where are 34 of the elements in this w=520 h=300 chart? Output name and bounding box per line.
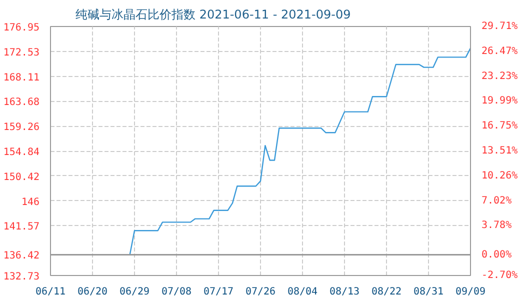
- y-tick-label: 159.26: [3, 122, 40, 134]
- y2-tick-label: 26.47%: [482, 46, 518, 57]
- y2-tick-label: 19.99%: [482, 96, 518, 107]
- x-tick-label: 08/04: [287, 286, 318, 298]
- chart-title: 纯碱与冰晶石比价指数 2021-06-11 - 2021-09-09: [76, 8, 351, 22]
- x-tick-label: 07/17: [203, 286, 234, 298]
- x-tick-label: 09/09: [455, 286, 486, 298]
- x-tick-label: 08/13: [329, 286, 360, 298]
- y-tick-label: 150.42: [3, 172, 40, 183]
- y2-tick-label: 29.71%: [482, 21, 518, 32]
- y2-tick-label: 23.23%: [482, 70, 518, 82]
- y-tick-label: 132.73: [3, 272, 40, 282]
- y2-tick-label: 7.02%: [482, 195, 512, 206]
- x-tick-label: 08/22: [371, 286, 402, 298]
- y-tick-label: 154.84: [3, 147, 40, 158]
- y2-tick-label: 10.26%: [482, 170, 518, 182]
- x-tick-label: 06/29: [119, 286, 150, 298]
- y2-tick-label: 16.75%: [482, 120, 518, 132]
- y-tick-label: 163.68: [3, 97, 40, 108]
- y2-tick-label: 0.00%: [482, 249, 512, 260]
- y-tick-label: 141.57: [3, 222, 40, 233]
- y-tick-label: 136.42: [3, 250, 40, 262]
- x-tick-label: 08/31: [413, 286, 444, 298]
- y-tick-label: 168.11: [3, 72, 40, 84]
- y-tick-label: 176.95: [3, 22, 40, 34]
- x-tick-label: 07/26: [245, 286, 276, 298]
- x-tick-label: 06/20: [77, 286, 108, 298]
- y2-tick-label: -2.70%: [482, 270, 518, 281]
- y2-tick-label: 13.51%: [482, 145, 518, 156]
- y2-tick-label: 3.78%: [482, 220, 512, 232]
- x-tick-label: 06/11: [35, 286, 66, 298]
- x-tick-label: 07/08: [161, 286, 192, 298]
- y-tick-label: 146: [21, 196, 40, 208]
- y-tick-label: 172.53: [3, 47, 40, 58]
